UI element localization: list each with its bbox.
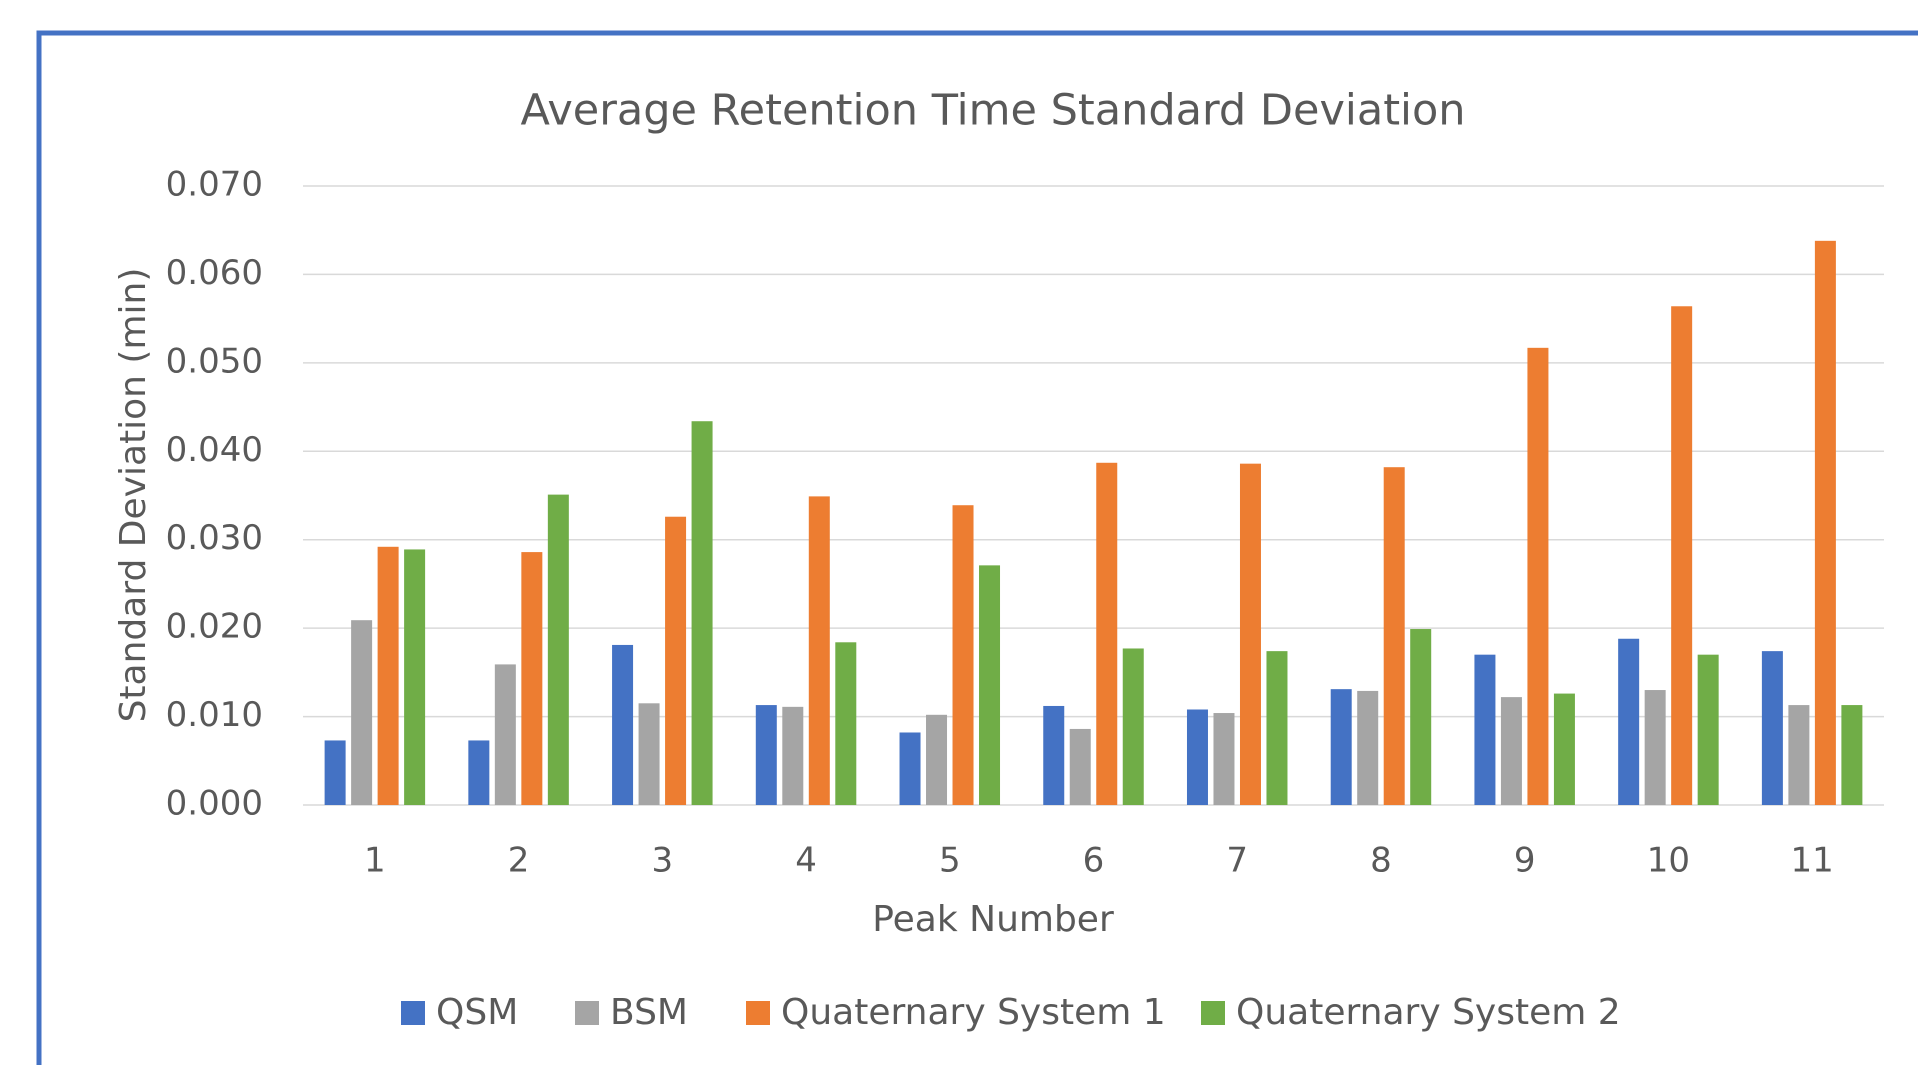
bar [665, 516, 687, 805]
y-tick-label: 0.030 [166, 518, 263, 558]
bar [547, 494, 569, 805]
bar [1043, 705, 1065, 805]
legend-swatch [575, 1001, 599, 1025]
bar [1239, 463, 1261, 805]
bar [1474, 654, 1496, 805]
bar [1213, 713, 1235, 805]
bar [899, 732, 921, 805]
y-tick-label: 0.000 [166, 784, 263, 824]
x-tick-label: 8 [1370, 841, 1392, 881]
x-tick-label: 11 [1791, 841, 1834, 881]
frame [36, 30, 1918, 1065]
x-tick-label: 7 [1226, 841, 1248, 881]
bar [1330, 689, 1352, 805]
legend-label: Quaternary System 2 [1236, 992, 1621, 1033]
bar [926, 714, 948, 805]
bar [404, 549, 426, 805]
y-tick-label: 0.040 [166, 430, 263, 470]
x-tick-label: 6 [1083, 841, 1105, 881]
legend-label: QSM [436, 992, 518, 1033]
bar [324, 740, 346, 805]
bar [1553, 693, 1575, 805]
bar [1814, 240, 1836, 806]
bar [782, 706, 804, 805]
bar [521, 552, 543, 805]
bar [638, 703, 660, 805]
bar [1697, 654, 1719, 805]
bar [1357, 690, 1379, 805]
legend-label: Quaternary System 1 [781, 992, 1166, 1033]
bar [494, 664, 516, 805]
x-tick-label: 4 [795, 841, 817, 881]
x-tick-label: 9 [1514, 841, 1536, 881]
bar [1069, 728, 1091, 805]
bar [1618, 638, 1640, 805]
bar [1644, 690, 1666, 805]
bar [1841, 705, 1863, 805]
x-tick-label: 10 [1647, 841, 1690, 881]
bar [691, 421, 713, 805]
legend-swatch [1201, 1001, 1225, 1025]
bar [1410, 629, 1432, 805]
bar [1788, 705, 1810, 805]
x-axis-label: Peak Number [872, 899, 1114, 940]
bar [468, 740, 490, 805]
bar [612, 644, 634, 805]
bar [979, 565, 1001, 805]
y-axis-label: Standard Deviation (min) [113, 268, 154, 723]
y-tick-label: 0.010 [166, 695, 263, 735]
legend-swatch [401, 1001, 425, 1025]
bar [1761, 651, 1783, 805]
bar [1671, 306, 1693, 805]
bar [1383, 467, 1405, 805]
bar [952, 505, 974, 805]
y-tick-label: 0.020 [166, 607, 263, 647]
y-tick-label: 0.050 [166, 341, 263, 381]
bar [1096, 462, 1118, 805]
x-tick-label: 5 [939, 841, 961, 881]
bar [1186, 709, 1208, 805]
bar [1122, 648, 1144, 805]
bar [755, 705, 777, 805]
bar [1500, 697, 1522, 805]
legend-label: BSM [610, 992, 688, 1033]
legend-swatch [746, 1001, 770, 1025]
bar [377, 546, 399, 805]
bar [808, 496, 830, 805]
y-tick-label: 0.060 [166, 253, 263, 293]
bar [351, 620, 373, 805]
bar [1266, 651, 1288, 805]
y-tick-label: 0.070 [166, 165, 263, 205]
x-tick-label: 3 [651, 841, 673, 881]
x-tick-label: 2 [508, 841, 530, 881]
bar [835, 642, 857, 805]
bar [1527, 347, 1549, 805]
x-tick-label: 1 [364, 841, 386, 881]
chart-title: Average Retention Time Standard Deviatio… [520, 86, 1465, 136]
